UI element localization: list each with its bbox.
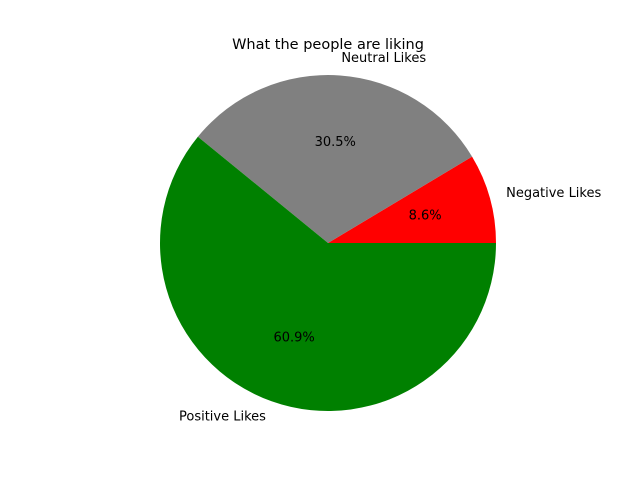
pie-labels: Negative Likes 8.6% Neutral Likes 30.5% Posi…: [179, 51, 601, 424]
chart-title: What the people are liking: [232, 37, 424, 53]
pie-slice-neutral-likes: [197, 74, 473, 243]
slice-percent-negative-likes: 8.6%: [409, 209, 442, 224]
slice-label-positive-likes: Positive Likes: [179, 410, 266, 425]
pie-slice-positive-likes: [160, 136, 496, 412]
slice-label-negative-likes: Negative Likes: [506, 186, 601, 201]
slice-label-neutral-likes: Neutral Likes: [341, 51, 426, 66]
pie-slice-negative-likes: [328, 156, 496, 243]
pie-slices: [160, 74, 496, 412]
slice-percent-positive-likes: 60.9%: [273, 330, 314, 345]
slice-percent-neutral-likes: 30.5%: [315, 135, 356, 150]
